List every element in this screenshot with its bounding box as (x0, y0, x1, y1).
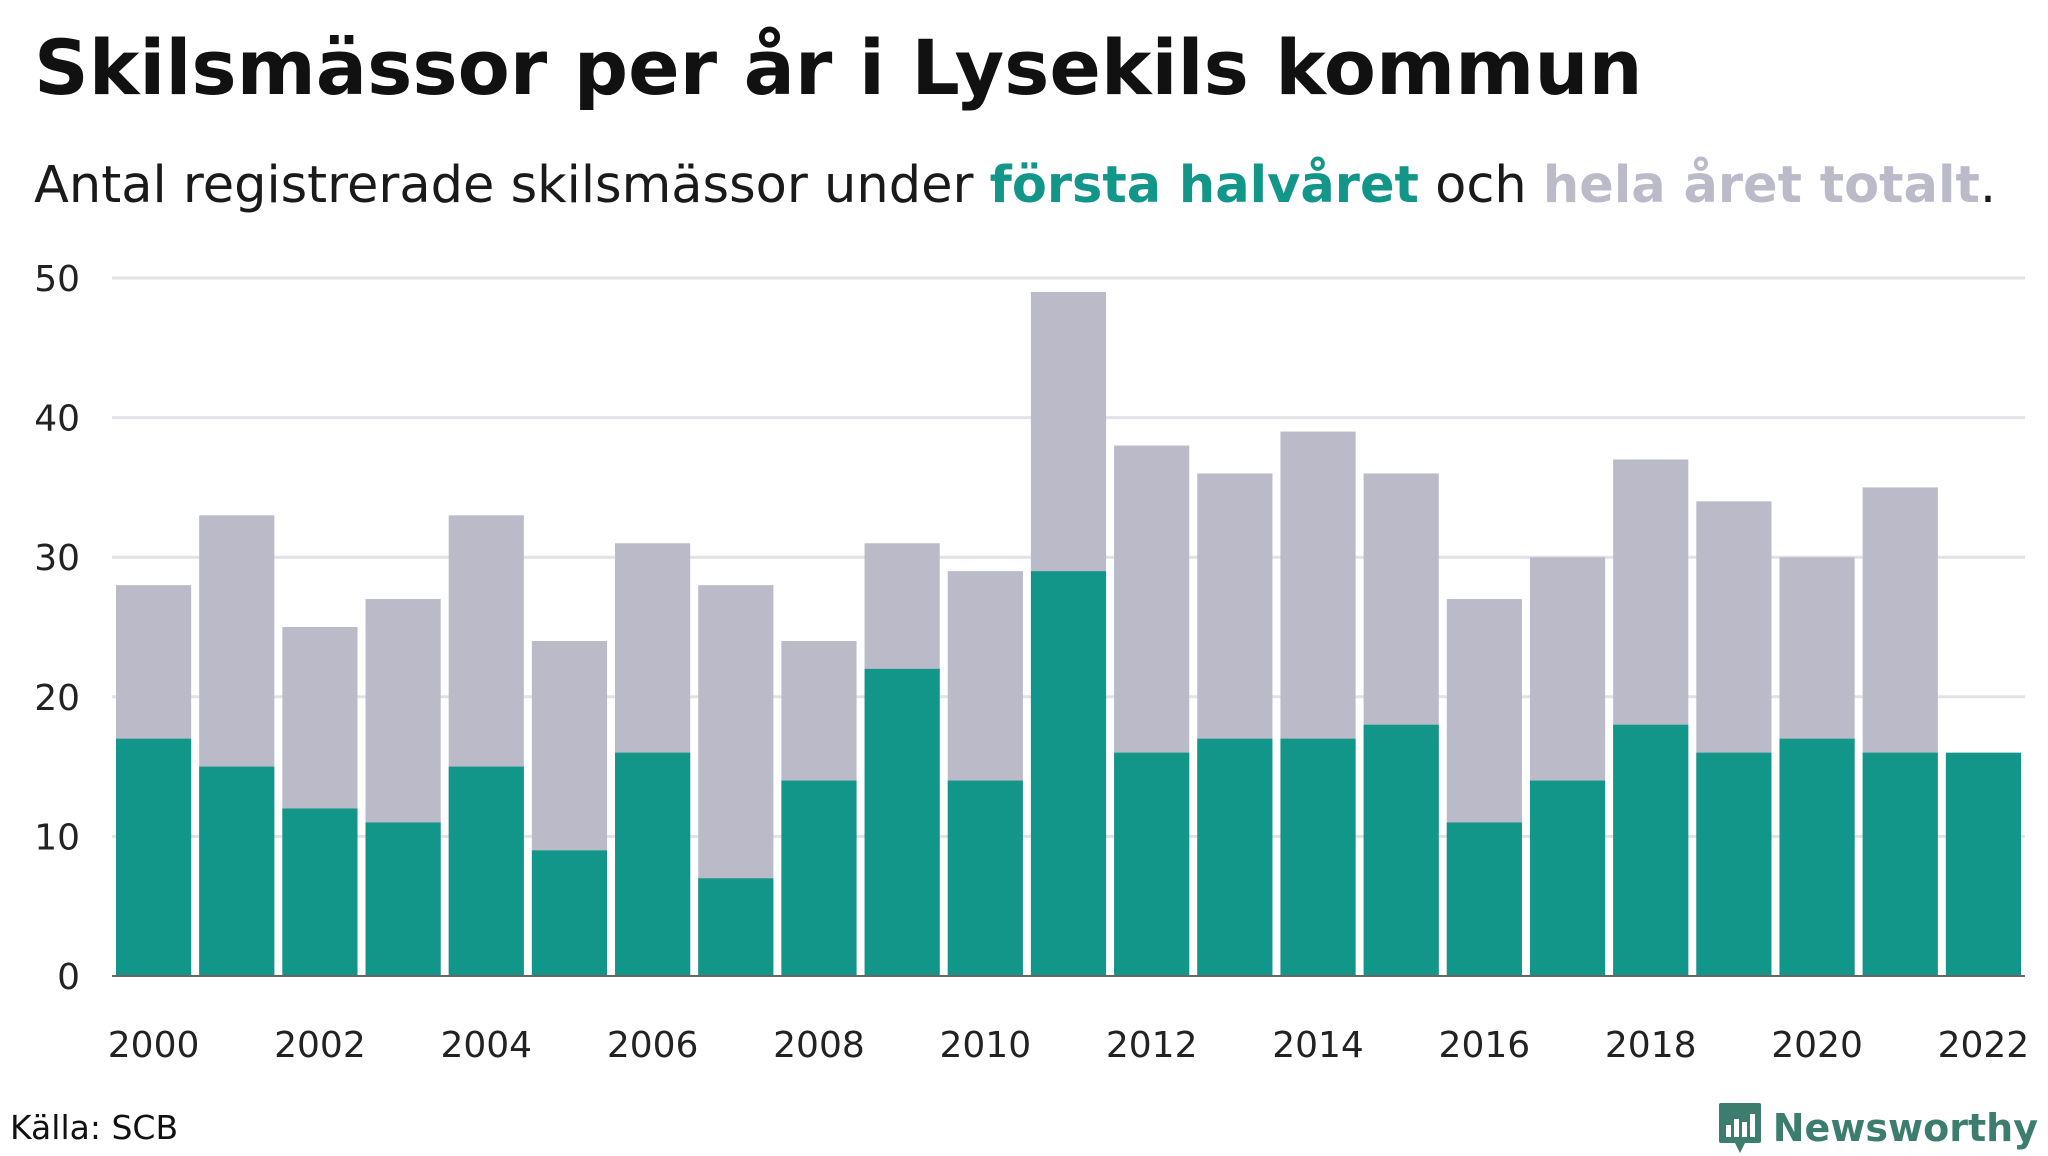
bar-first-half-2008 (781, 780, 857, 976)
source-note: Källa: SCB (10, 1108, 179, 1147)
x-tick-label-2004: 2004 (440, 1025, 532, 1066)
subtitle-text-middle: och (1418, 156, 1543, 215)
y-tick-label-20: 20 (34, 678, 80, 719)
x-tick-label-2000: 2000 (108, 1025, 200, 1066)
x-tick-label-2016: 2016 (1439, 1025, 1531, 1066)
bar-chart: 0 10 20 30 40 50 2000 2002 2004 2006 2008 2010 2012… (34, 259, 2030, 1066)
chart-title: Skilsmässor per år i Lysekils kommun (34, 23, 1643, 112)
subtitle-series-full-year: hela året totalt (1542, 156, 1980, 215)
x-tick-label-2014: 2014 (1272, 1025, 1364, 1066)
x-tick-label-2008: 2008 (773, 1025, 865, 1066)
x-tick-label-2012: 2012 (1106, 1025, 1198, 1066)
bar-first-half-2015 (1363, 724, 1439, 976)
brand-logo: Newsworthy (1717, 1100, 2038, 1156)
bar-first-half-2007 (698, 878, 774, 976)
bar-first-half-2020 (1779, 738, 1855, 976)
y-tick-label-50: 50 (34, 259, 80, 300)
bar-first-half-2019 (1696, 752, 1772, 976)
brand-name: Newsworthy (1772, 1106, 2038, 1150)
bar-first-half-2003 (365, 822, 441, 976)
bars-first-half (116, 571, 2021, 976)
bar-first-half-2002 (282, 808, 358, 976)
bar-first-half-2001 (199, 766, 275, 976)
y-tick-label-30: 30 (34, 538, 80, 579)
bar-first-half-2017 (1529, 780, 1606, 976)
x-tick-label-2018: 2018 (1605, 1025, 1697, 1066)
newsworthy-icon (1718, 1103, 1761, 1153)
y-tick-label-40: 40 (34, 399, 80, 440)
bar-first-half-2021 (1862, 752, 1938, 976)
bar-first-half-2004 (448, 766, 524, 976)
bar-first-half-2018 (1613, 724, 1689, 976)
bar-first-half-2010 (947, 780, 1023, 976)
bar-first-half-2011 (1030, 571, 1107, 976)
y-tick-label-0: 0 (57, 957, 80, 998)
chart-subtitle: Antal registrerade skilsmässor under för… (34, 150, 1996, 222)
subtitle-series-first-half: första halvåret (989, 156, 1419, 215)
y-tick-label-10: 10 (34, 817, 80, 858)
x-tick-label-2022: 2022 (1938, 1025, 2030, 1066)
bar-first-half-2005 (531, 850, 608, 976)
bar-first-half-2022 (1945, 752, 2021, 976)
bar-first-half-2014 (1280, 738, 1356, 976)
bar-first-half-2013 (1197, 738, 1273, 976)
y-axis: 0 10 20 30 40 50 (34, 259, 80, 998)
subtitle-text-end: . (1979, 156, 1997, 215)
bar-first-half-2009 (864, 668, 940, 976)
x-tick-label-2020: 2020 (1771, 1025, 1863, 1066)
bar-first-half-2012 (1114, 752, 1190, 976)
x-tick-label-2006: 2006 (607, 1025, 699, 1066)
bar-first-half-2000 (116, 738, 192, 976)
bar-first-half-2016 (1446, 822, 1522, 976)
x-axis: 2000 2002 2004 2006 2008 2010 2012 2014 2016 2018… (108, 975, 2030, 1066)
x-tick-label-2002: 2002 (274, 1025, 366, 1066)
x-tick-label-2010: 2010 (940, 1025, 1032, 1066)
subtitle-text-start: Antal registrerade skilsmässor under (34, 156, 990, 215)
bar-first-half-2006 (615, 752, 691, 976)
